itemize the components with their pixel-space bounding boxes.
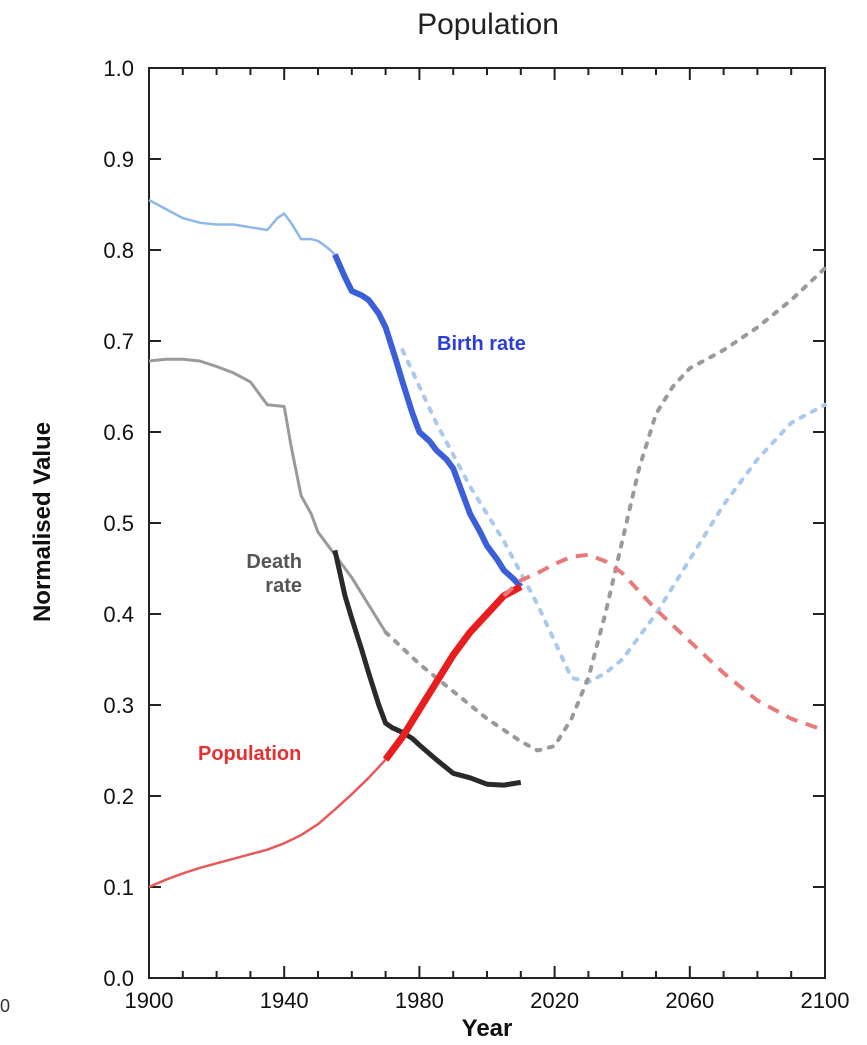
population-annotation: Population: [198, 743, 301, 765]
y-tick-label: 0.0: [103, 966, 134, 991]
death-rate-line-dotted-2: [383, 266, 827, 753]
plot-frame: [148, 67, 826, 979]
y-tick-label: 0.9: [103, 147, 134, 172]
y-tick-label: 0.6: [103, 420, 134, 445]
y-tick-label: 0.5: [103, 511, 134, 536]
y-tick-label: 1.0: [103, 56, 134, 81]
x-tick-label: 2060: [665, 988, 714, 1013]
death-rate-annotation-line2: rate: [265, 575, 302, 597]
y-tick-labels: 0.0 0.1 0.2 0.3 0.4 0.5 0.6 0.7 0.8 0.9 1.0: [103, 56, 134, 991]
birth-rate-annotation: Birth rate: [437, 333, 526, 355]
population-line-solid-1: [382, 583, 523, 762]
x-tick-label: 1900: [125, 988, 174, 1013]
y-tick-label: 0.3: [103, 693, 134, 718]
x-tick-label: 1980: [395, 988, 444, 1013]
series-group: [148, 198, 827, 889]
y-axis-label: Normalised Value: [29, 422, 56, 622]
x-tick-label: 2100: [801, 988, 850, 1013]
axis-ticks: [148, 67, 826, 979]
chart-title: Population: [417, 8, 559, 41]
death-rate-annotation-line1: Death: [246, 551, 302, 573]
x-tick-label: 1940: [260, 988, 309, 1013]
y-tick-label: 0.8: [103, 238, 134, 263]
population-line-solid-0: [148, 758, 387, 889]
x-tick-label: 2020: [530, 988, 579, 1013]
y-tick-label: 0.7: [103, 329, 134, 354]
population-line-dashed-2: [502, 552, 826, 733]
y-tick-label: 0.4: [103, 602, 134, 627]
birth-rate-line-dotted-2: [400, 348, 827, 685]
y-tick-label: 0.2: [103, 784, 134, 809]
x-axis-label: Year: [462, 1015, 513, 1042]
stray-tick-fragment: 0: [0, 996, 10, 1016]
y-tick-label: 0.1: [103, 875, 134, 900]
death-rate-line-solid-1: [332, 549, 522, 788]
birth-rate-line-solid-0: [148, 198, 336, 256]
x-tick-labels: 1900 1940 1980 2020 2060 2100: [125, 988, 850, 1013]
birth-rate-line-solid-1: [332, 253, 523, 589]
